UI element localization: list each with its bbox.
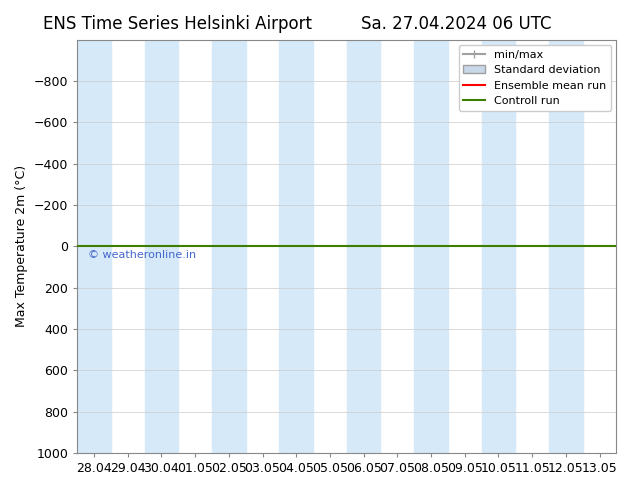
Legend: min/max, Standard deviation, Ensemble mean run, Controll run: min/max, Standard deviation, Ensemble me… [458, 45, 611, 111]
Y-axis label: Max Temperature 2m (°C): Max Temperature 2m (°C) [15, 165, 28, 327]
Bar [145, 40, 178, 453]
Bar [414, 40, 448, 453]
Bar [280, 40, 313, 453]
Bar [347, 40, 380, 453]
Bar [482, 40, 515, 453]
Bar [77, 40, 111, 453]
Bar [549, 40, 583, 453]
Bar [212, 40, 245, 453]
Text: © weatheronline.in: © weatheronline.in [88, 249, 196, 260]
Text: ENS Time Series Helsinki Airport: ENS Time Series Helsinki Airport [43, 15, 312, 33]
Text: Sa. 27.04.2024 06 UTC: Sa. 27.04.2024 06 UTC [361, 15, 552, 33]
